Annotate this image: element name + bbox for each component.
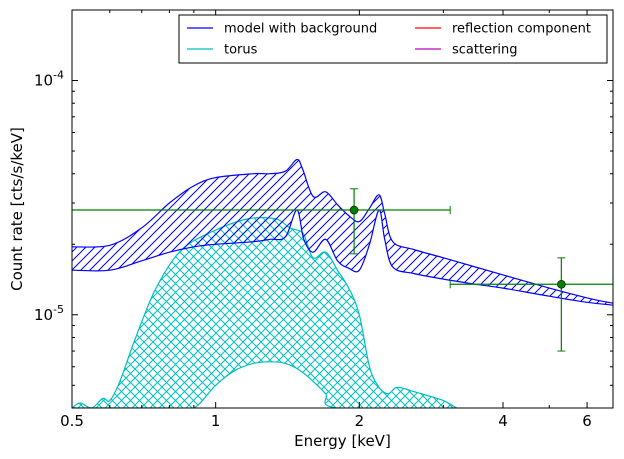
torus-lower-line [72, 361, 457, 408]
y-tick-label: 10-4 [34, 69, 64, 90]
model-with-background-lower-line [72, 209, 613, 306]
legend: model with background reflection compone… [178, 14, 608, 64]
data-point-1 [72, 188, 451, 255]
x-axis-label: Energy [keV] [294, 432, 391, 450]
x-tick-label: 4 [498, 412, 508, 430]
x-tick-label: 1 [211, 412, 221, 430]
legend-label-reflection: reflection component [452, 22, 591, 37]
data-point-marker [349, 205, 359, 215]
axis-ticks: 0.5 1 2 4 6 10-5 10-4 [34, 9, 613, 430]
data-point-2 [449, 257, 613, 352]
model-with-background-upper-line [72, 158, 613, 304]
torus-upper-line [72, 216, 458, 408]
x-tick-label: 2 [355, 412, 365, 430]
plot-area [72, 158, 613, 408]
data-point-marker [557, 279, 566, 289]
y-tick-label: 10-5 [34, 303, 64, 324]
legend-label-scattering: scattering [452, 43, 518, 58]
torus-band-fill [72, 217, 457, 408]
legend-label-torus: torus [224, 43, 258, 58]
x-tick-label: 6 [582, 412, 592, 430]
y-axis-label: Count rate [cts/s/keV] [8, 127, 26, 291]
x-tick-label: 0.5 [60, 412, 84, 430]
plot-frame [71, 9, 614, 409]
legend-label-model: model with background [224, 22, 377, 37]
legend-box [178, 14, 608, 64]
model-with-background-band-fill [72, 159, 613, 306]
